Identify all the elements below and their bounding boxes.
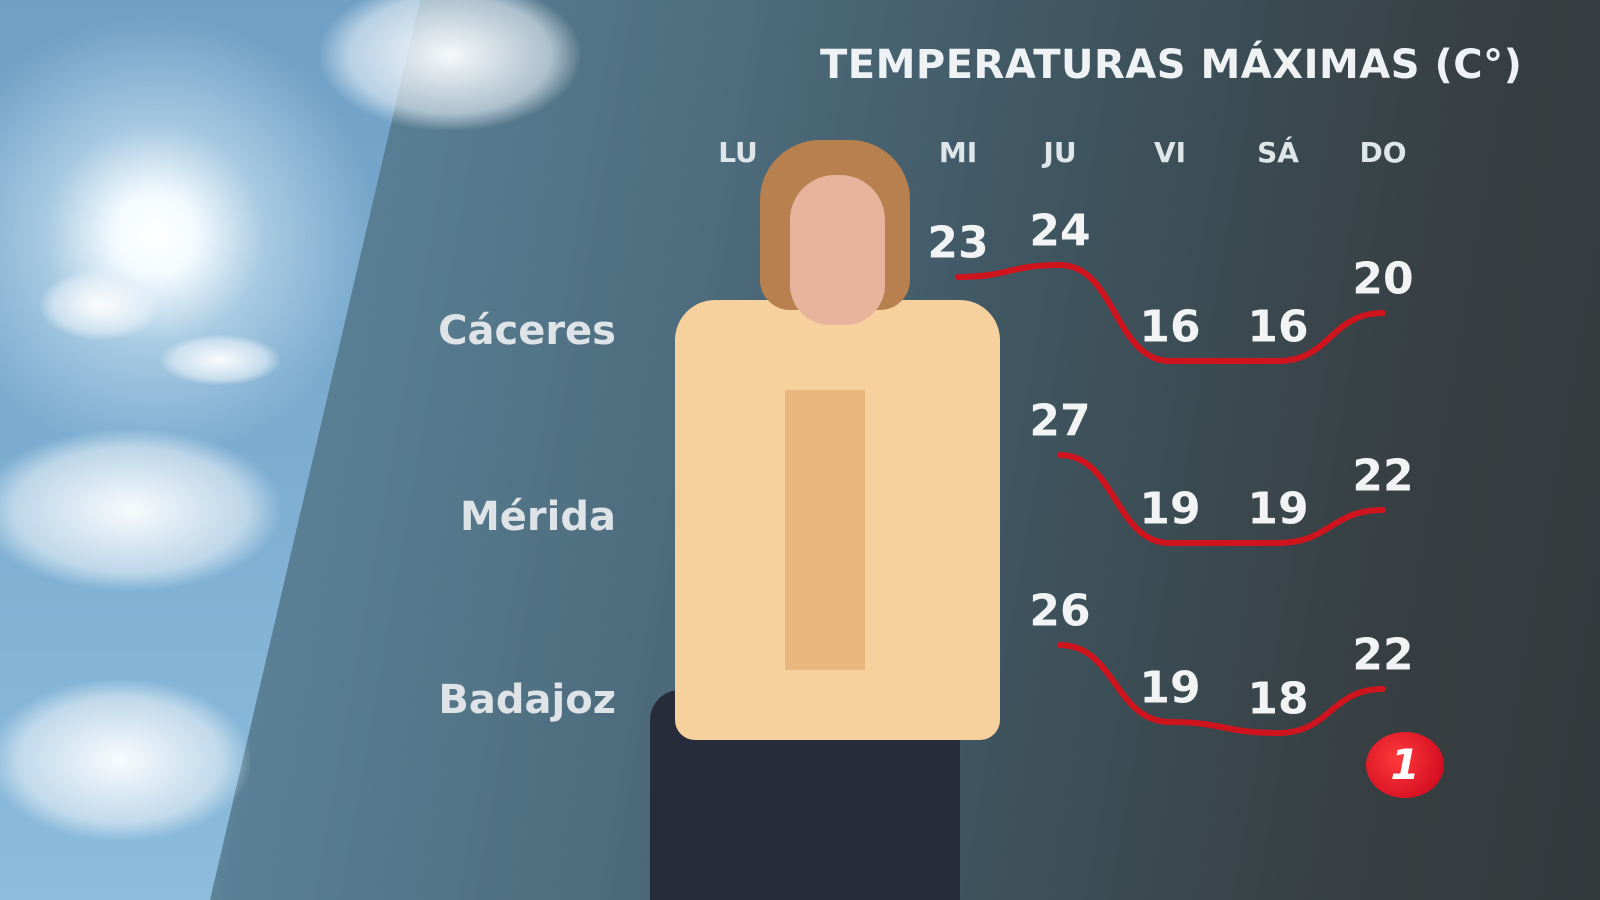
city-label-badajoz: Badajoz xyxy=(438,677,616,723)
temperature-value: 27 xyxy=(1029,395,1091,447)
day-label: DO xyxy=(1359,136,1407,169)
tve-1-logo: 1 xyxy=(1366,732,1444,798)
temperature-value: 19 xyxy=(1139,662,1201,714)
cloud xyxy=(0,430,280,590)
day-label: JU xyxy=(1043,136,1077,169)
temperature-value: 26 xyxy=(1029,585,1091,637)
temperature-value: 16 xyxy=(1247,301,1309,353)
temperature-value: 20 xyxy=(1352,253,1414,305)
temperature-value: 18 xyxy=(1247,673,1309,725)
series-line-0 xyxy=(955,261,1386,364)
city-label-merida: Mérida xyxy=(460,494,616,540)
cloud xyxy=(160,335,280,385)
temperature-value: 24 xyxy=(1029,205,1091,257)
temperature-value: 16 xyxy=(1139,301,1201,353)
day-label: VI xyxy=(1153,136,1187,169)
temperature-value: 19 xyxy=(1247,483,1309,535)
day-label: SÁ xyxy=(1257,136,1299,169)
series-line-1 xyxy=(1057,452,1386,547)
temperature-value: 23 xyxy=(927,217,989,269)
cloud xyxy=(0,680,250,840)
chart-title: TEMPERATURAS MÁXIMAS (C°) xyxy=(820,42,1523,88)
city-label-caceres: Cáceres xyxy=(438,308,616,354)
temperature-value: 19 xyxy=(1139,483,1201,535)
temperature-value: 22 xyxy=(1352,450,1414,502)
temperature-value: 22 xyxy=(1352,629,1414,681)
series-line-2 xyxy=(1057,642,1386,737)
day-label: MI xyxy=(938,136,978,169)
day-label: LU xyxy=(718,136,758,169)
cloud xyxy=(320,0,580,130)
cloud xyxy=(40,270,160,340)
